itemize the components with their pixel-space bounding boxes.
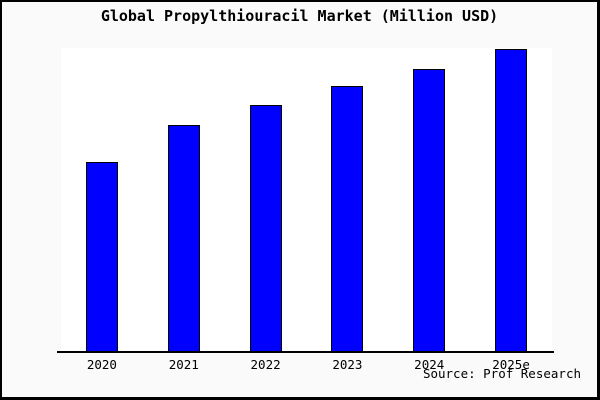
- x-tick-label-2020: 2020: [86, 357, 117, 372]
- bar-2023: [331, 86, 364, 351]
- bar-slot-2025e: [470, 48, 552, 351]
- bar-slot-2021: [143, 48, 225, 351]
- bar-2024: [413, 68, 446, 351]
- bar-2021: [167, 124, 200, 351]
- plot-area: [61, 48, 552, 351]
- bar-2025e: [495, 49, 528, 351]
- x-tick-label-2025e: 2025e: [492, 357, 530, 372]
- x-tick-label-2021: 2021: [168, 357, 199, 372]
- chart-title: Global Propylthiouracil Market (Million …: [100, 7, 499, 25]
- bar-slot-2020: [61, 48, 143, 351]
- x-tick-label-2022: 2022: [250, 357, 281, 372]
- source-credit: Source: Prof Research: [422, 366, 581, 381]
- x-tick-label-2023: 2023: [332, 357, 363, 372]
- bar-slot-2022: [225, 48, 307, 351]
- x-axis-line: [57, 351, 554, 353]
- bar-slot-2024: [388, 48, 470, 351]
- bar-2022: [249, 105, 282, 351]
- x-tick-label-2024: 2024: [414, 357, 445, 372]
- bar-2020: [85, 161, 118, 351]
- bar-slot-2023: [306, 48, 388, 351]
- x-axis-labels: 2020 2021 2022 2023 2024 2025e: [61, 357, 552, 372]
